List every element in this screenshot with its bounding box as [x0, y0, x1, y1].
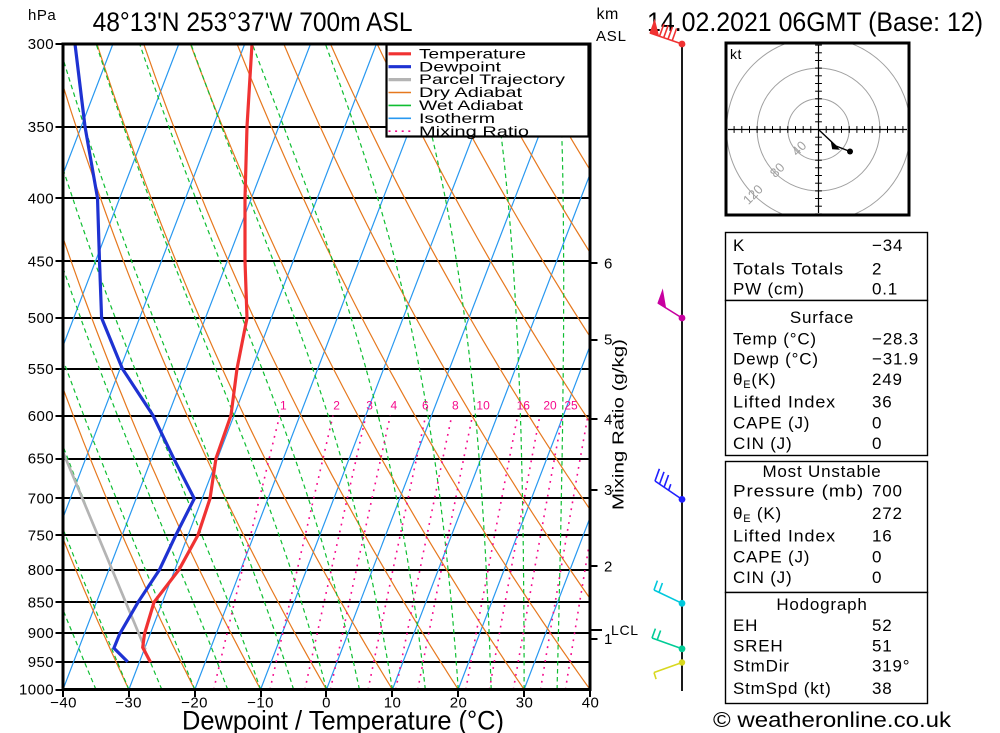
svg-text:6: 6 [422, 399, 429, 413]
svg-text:Most Unstable: Most Unstable [762, 462, 881, 481]
svg-text:K: K [733, 236, 745, 255]
svg-text:EH: EH [733, 616, 758, 635]
svg-text:Surface: Surface [790, 308, 854, 327]
svg-text:3: 3 [366, 399, 373, 413]
svg-text:14.02.2021 06GMT (Base: 12): 14.02.2021 06GMT (Base: 12) [647, 7, 983, 37]
svg-text:0.1: 0.1 [872, 280, 898, 299]
svg-text:400: 400 [28, 190, 54, 207]
svg-text:10: 10 [384, 695, 402, 712]
svg-text:Temperature: Temperature [419, 45, 526, 61]
svg-text:LCL: LCL [611, 622, 639, 638]
svg-text:500: 500 [28, 310, 54, 327]
svg-text:CIN (J): CIN (J) [733, 568, 792, 587]
svg-text:850: 850 [28, 595, 54, 612]
svg-text:750: 750 [28, 528, 54, 545]
svg-text:StmDir: StmDir [733, 657, 790, 676]
svg-text:PW (cm): PW (cm) [733, 280, 805, 299]
svg-text:0: 0 [322, 695, 331, 712]
svg-text:8: 8 [452, 399, 459, 413]
svg-text:−34: −34 [872, 236, 903, 255]
svg-text:272: 272 [872, 504, 903, 523]
svg-text:350: 350 [28, 119, 54, 136]
svg-text:10: 10 [476, 399, 490, 413]
svg-text:−40: −40 [50, 695, 77, 712]
svg-text:249: 249 [872, 370, 903, 389]
svg-text:θE (K): θE (K) [733, 504, 782, 525]
svg-text:ASL: ASL [596, 28, 627, 45]
svg-text:© weatheronline.co.uk: © weatheronline.co.uk [713, 709, 952, 732]
svg-text:Parcel Trajectory: Parcel Trajectory [419, 71, 565, 87]
svg-text:Dewpoint: Dewpoint [419, 58, 501, 74]
svg-text:550: 550 [28, 361, 54, 378]
svg-text:Temp (°C): Temp (°C) [733, 330, 817, 349]
svg-text:900: 900 [28, 625, 54, 642]
svg-text:Dry Adiabat: Dry Adiabat [419, 84, 522, 100]
svg-text:700: 700 [28, 491, 54, 508]
svg-text:CAPE (J): CAPE (J) [733, 548, 810, 567]
svg-text:Hodograph: Hodograph [776, 595, 867, 614]
svg-text:hPa: hPa [28, 7, 56, 24]
svg-text:1: 1 [280, 399, 287, 413]
svg-text:−20: −20 [181, 695, 208, 712]
svg-text:48°13'N 253°37'W 700m ASL: 48°13'N 253°37'W 700m ASL [93, 7, 413, 37]
svg-text:0: 0 [872, 434, 882, 453]
svg-text:38: 38 [872, 679, 893, 698]
svg-text:4: 4 [391, 399, 398, 413]
svg-text:650: 650 [28, 451, 54, 468]
svg-text:2: 2 [333, 399, 340, 413]
svg-text:4: 4 [604, 411, 612, 428]
svg-text:30: 30 [516, 695, 534, 712]
svg-text:km: km [597, 6, 619, 23]
svg-text:800: 800 [28, 562, 54, 579]
svg-text:51: 51 [872, 637, 893, 656]
svg-text:16: 16 [872, 527, 893, 546]
svg-text:5: 5 [604, 332, 612, 349]
svg-text:Mixing Ratio (g/kg): Mixing Ratio (g/kg) [611, 339, 628, 510]
svg-text:SREH: SREH [733, 637, 783, 656]
svg-text:Lifted Index: Lifted Index [733, 527, 836, 546]
svg-text:600: 600 [28, 408, 54, 425]
svg-text:2: 2 [872, 260, 882, 279]
svg-text:CIN (J): CIN (J) [733, 434, 792, 453]
svg-text:Pressure (mb): Pressure (mb) [733, 482, 864, 501]
svg-text:20: 20 [450, 695, 468, 712]
svg-text:700: 700 [872, 482, 903, 501]
svg-text:Lifted Index: Lifted Index [733, 393, 836, 412]
svg-text:1000: 1000 [19, 682, 54, 699]
svg-text:kt: kt [730, 46, 742, 62]
svg-text:0: 0 [872, 414, 882, 433]
svg-text:16: 16 [517, 399, 531, 413]
svg-text:Totals Totals: Totals Totals [733, 260, 844, 279]
svg-text:−28.3: −28.3 [872, 330, 919, 349]
svg-text:1: 1 [604, 631, 612, 648]
svg-text:Mixing Ratio: Mixing Ratio [419, 123, 529, 139]
svg-text:2: 2 [604, 559, 612, 576]
svg-text:20: 20 [543, 399, 557, 413]
svg-text:52: 52 [872, 616, 893, 635]
svg-text:Wet Adiabat: Wet Adiabat [419, 97, 523, 113]
svg-text:−30: −30 [115, 695, 142, 712]
svg-text:Dewp (°C): Dewp (°C) [733, 350, 819, 369]
svg-text:Isotherm: Isotherm [419, 110, 495, 126]
svg-text:450: 450 [28, 254, 54, 271]
svg-text:CAPE (J): CAPE (J) [733, 414, 810, 433]
svg-text:StmSpd (kt): StmSpd (kt) [733, 679, 832, 698]
svg-text:−10: −10 [247, 695, 274, 712]
svg-text:40: 40 [582, 695, 600, 712]
svg-text:θE(K): θE(K) [733, 370, 776, 391]
svg-text:0: 0 [872, 548, 882, 567]
svg-text:950: 950 [28, 654, 54, 671]
svg-text:36: 36 [872, 393, 893, 412]
svg-text:Dewpoint / Temperature (°C): Dewpoint / Temperature (°C) [182, 706, 504, 733]
svg-text:319°: 319° [872, 657, 910, 676]
svg-text:6: 6 [604, 256, 612, 273]
svg-text:−31.9: −31.9 [872, 350, 919, 369]
svg-text:300: 300 [28, 36, 54, 53]
svg-text:25: 25 [564, 399, 578, 413]
svg-text:0: 0 [872, 568, 882, 587]
svg-text:3: 3 [604, 482, 612, 499]
